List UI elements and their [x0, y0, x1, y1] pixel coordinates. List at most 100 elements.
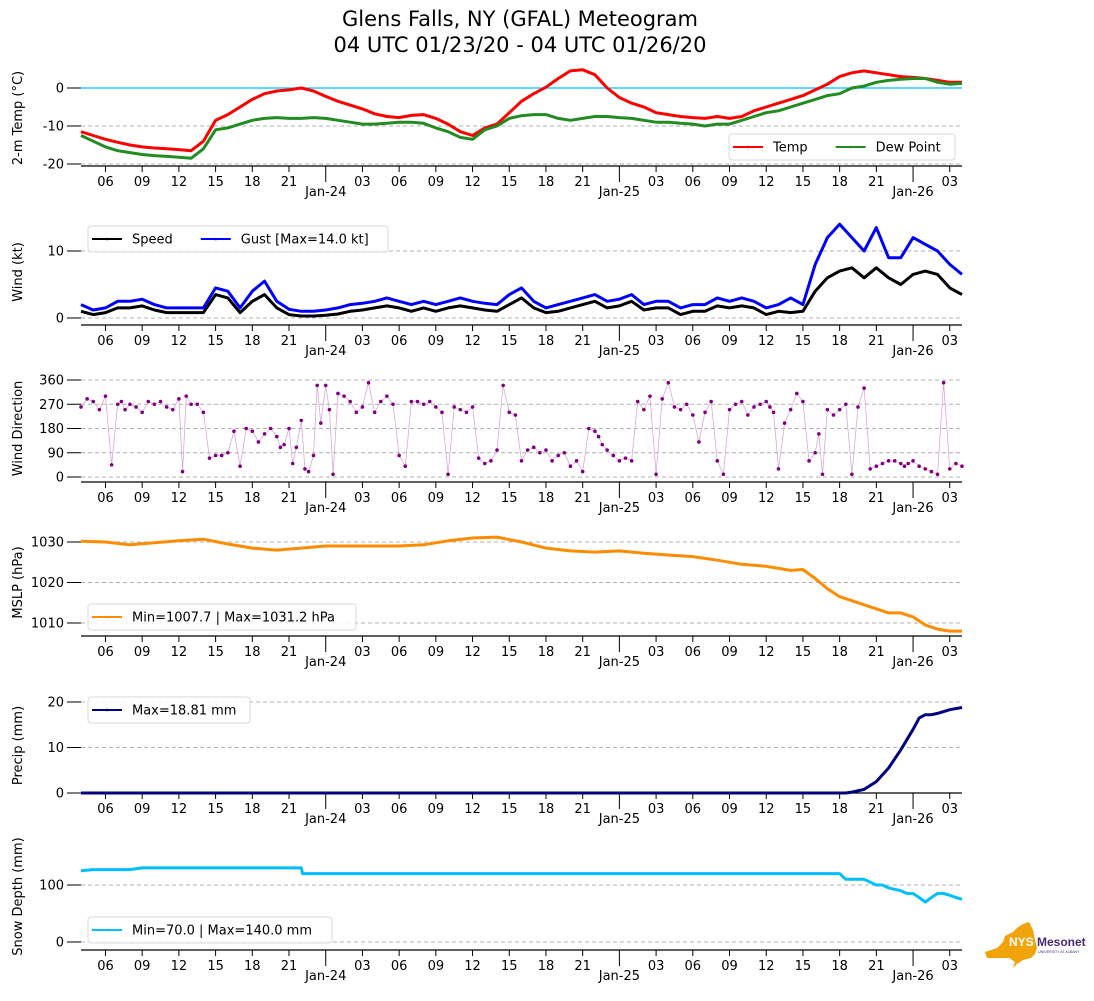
temp-xtick-label: 06	[97, 175, 114, 190]
precip-xtick-label: 21	[281, 802, 298, 817]
precip-ytick-label: 0	[56, 787, 64, 802]
wind_dir-point	[319, 421, 323, 425]
wind-xtick-label: 21	[868, 334, 885, 349]
wind-xtick-label: 21	[574, 334, 591, 349]
wind-xtick-label: 06	[685, 334, 702, 349]
mslp-legend-label: Min=1007.7 | Max=1031.2 hPa	[132, 611, 335, 626]
snow-xtick-label: 21	[868, 959, 885, 974]
temp-date-label: Jan-26	[891, 185, 933, 200]
temp-xtick-label: 12	[171, 175, 188, 190]
wind_dir-point	[452, 405, 457, 409]
snow-legend-label: Min=70.0 | Max=140.0 mm	[132, 924, 312, 939]
wind_dir-point	[721, 472, 726, 477]
snow-xtick-label: 12	[464, 959, 481, 974]
temp-series-0-line	[80, 68, 962, 153]
wind_dir-point	[752, 405, 756, 409]
wind-xtick-label: 12	[171, 334, 188, 349]
wind-xtick-label: 18	[831, 334, 848, 349]
wind_dir-point	[115, 402, 120, 407]
wind_dir-point	[874, 464, 879, 469]
wind_dir-point	[311, 453, 316, 458]
snow-ylabel: Snow Depth (mm)	[11, 837, 26, 955]
wind_dir-point	[464, 410, 469, 415]
wind_dir-point	[434, 405, 438, 409]
wind_dir-point	[336, 391, 340, 396]
mslp-xtick-label: 09	[134, 645, 151, 660]
mslp-xtick-label: 21	[868, 645, 885, 660]
wind_dir-xtick-label: 03	[354, 491, 371, 506]
wind-xtick-label: 12	[464, 334, 481, 349]
wind-xtick-label: 15	[207, 334, 224, 349]
wind-series-0-line	[80, 266, 963, 318]
wind-xtick-label: 09	[428, 334, 445, 349]
wind_dir-point	[299, 418, 304, 423]
wind_dir-point	[262, 432, 267, 436]
wind_dir-point	[226, 450, 230, 455]
precip-xtick-label: 12	[758, 802, 775, 817]
mslp-legend-marker	[105, 615, 109, 619]
wind_dir-ytick-label: 90	[47, 446, 64, 461]
temp-xtick-label: 15	[501, 175, 518, 190]
wind_dir-point	[715, 459, 720, 463]
snow-date-label: Jan-24	[304, 969, 346, 984]
temp-ytick-label: 0	[56, 82, 64, 97]
wind_dir-point	[868, 467, 873, 471]
wind_dir-point	[268, 426, 273, 431]
wind_dir-point	[917, 464, 921, 469]
wind-xtick-label: 18	[538, 334, 555, 349]
mslp-xtick-label: 03	[648, 645, 665, 660]
snow-xtick-label: 12	[758, 959, 775, 974]
nys-mesonet-logo: NYS Mesonet UNIVERSITY AT ALBANY	[983, 918, 1087, 970]
wind_dir-point	[403, 464, 408, 469]
wind_dir-point	[489, 459, 493, 463]
temp-legend-label: Temp	[772, 141, 808, 156]
wind_dir-point	[348, 399, 352, 404]
snow-xtick-label: 06	[685, 959, 702, 974]
wind_dir-point	[697, 440, 701, 444]
wind_dir-xtick-label: 21	[574, 491, 591, 506]
precip-xtick-label: 06	[391, 802, 408, 817]
wind_dir-point	[813, 450, 817, 455]
precip-date-label: Jan-24	[304, 812, 346, 827]
wind_dir-point	[91, 399, 96, 404]
wind_dir-point	[538, 450, 542, 455]
wind-xtick-label: 03	[941, 334, 958, 349]
logo-brand-text: Mesonet	[1037, 935, 1086, 949]
wind_dir-point	[788, 407, 793, 412]
temp-xtick-label: 03	[354, 175, 371, 190]
wind_dir-point	[825, 407, 830, 412]
wind_dir-point	[385, 394, 389, 398]
wind_dir-point	[586, 426, 591, 431]
temp-legend-marker	[849, 145, 852, 149]
wind_dir-ylabel: Wind Direction	[11, 381, 26, 477]
temp-date-label: Jan-25	[598, 185, 640, 200]
wind_dir-point	[935, 472, 940, 477]
wind_dir-xtick-label: 06	[391, 491, 408, 506]
snow-xtick-label: 06	[97, 959, 114, 974]
snow-xtick-label: 03	[648, 959, 665, 974]
wind_dir-date-label: Jan-25	[598, 501, 640, 516]
wind_dir-xtick-label: 06	[685, 491, 702, 506]
snow-xtick-label: 18	[538, 959, 555, 974]
temp-ytick-label: -20	[43, 158, 64, 173]
wind_dir-point	[128, 402, 132, 407]
precip-xtick-label: 15	[795, 802, 812, 817]
wind_dir-point	[421, 402, 426, 407]
wind_dir-xtick-label: 18	[244, 491, 261, 506]
wind_dir-point	[947, 467, 952, 471]
wind-legend-marker	[105, 237, 109, 241]
temp-ytick-label: -10	[43, 120, 64, 135]
wind_dir-point	[856, 405, 860, 409]
logo-state-text: NYS	[1009, 935, 1034, 949]
wind_dir-point	[574, 459, 579, 463]
wind_dir-point	[372, 410, 377, 415]
wind-legend-label: Speed	[132, 233, 173, 248]
wind_dir-point	[189, 402, 193, 407]
wind_dir-point	[911, 459, 915, 463]
wind_dir-point	[562, 450, 567, 455]
mslp-xtick-label: 06	[685, 645, 702, 660]
wind-ylabel: Wind (kt)	[11, 242, 26, 302]
temp-date-label: Jan-24	[304, 185, 346, 200]
temp-xtick-label: 15	[207, 175, 224, 190]
wind_dir-point	[906, 461, 910, 466]
